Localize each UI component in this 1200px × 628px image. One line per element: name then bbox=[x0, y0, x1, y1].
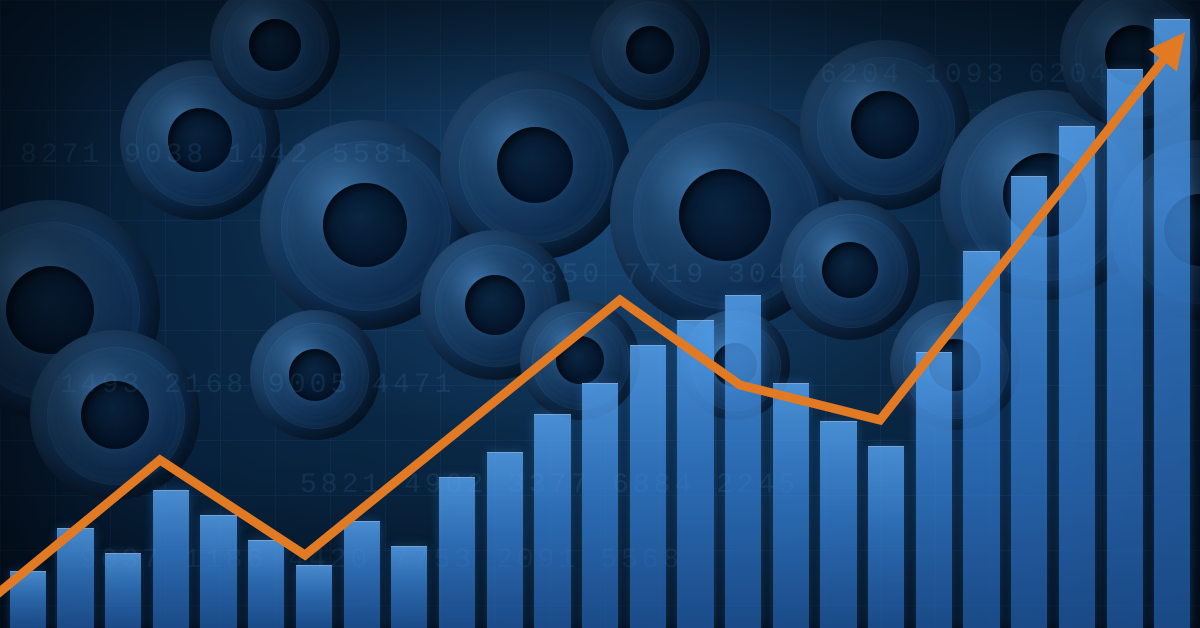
chart-layer bbox=[0, 0, 1200, 628]
trend-polyline bbox=[0, 45, 1175, 600]
trend-line bbox=[0, 0, 1200, 628]
infographic-canvas: 6204 1093 62048271 9038 1442 55812850 77… bbox=[0, 0, 1200, 628]
